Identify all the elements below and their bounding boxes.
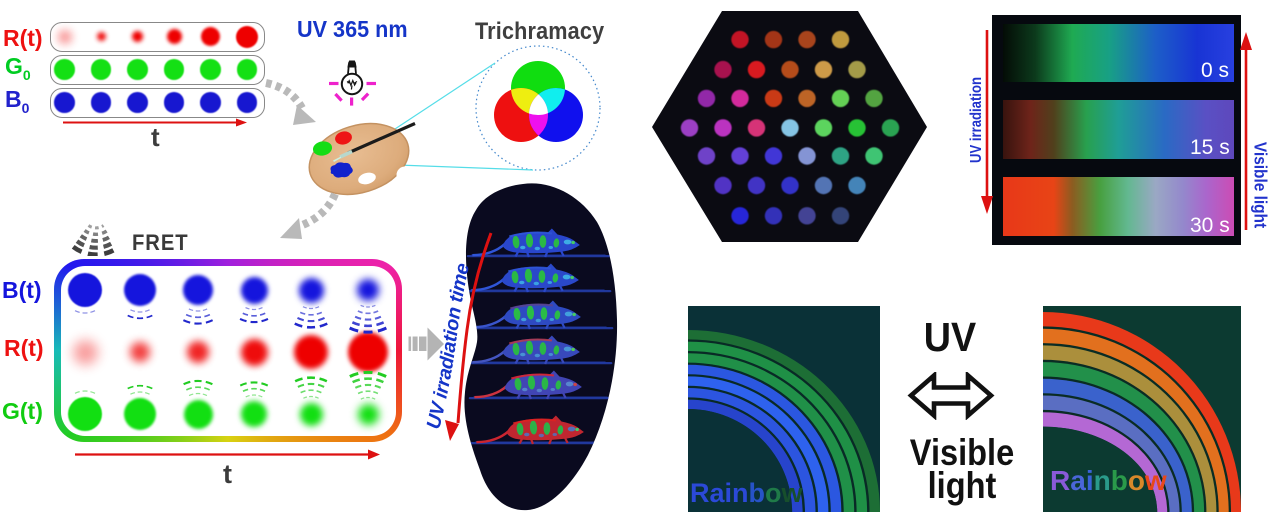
svg-text:t: t [151,122,160,152]
svg-text:Rainbow: Rainbow [1050,465,1167,496]
svg-text:t: t [223,459,232,489]
svg-text:Rainbow: Rainbow [690,478,804,508]
